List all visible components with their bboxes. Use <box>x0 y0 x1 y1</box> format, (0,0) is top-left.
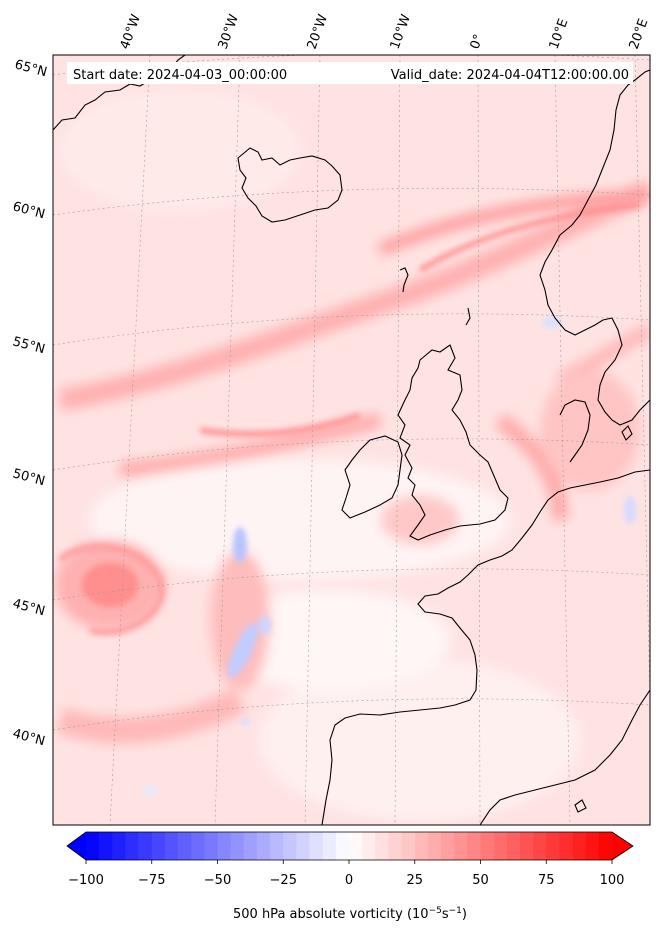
colorbar-label-main: 500 hPa absolute vorticity (10 <box>233 907 429 922</box>
colorbar-swatch <box>217 832 231 860</box>
lon-label: 0° <box>468 32 487 51</box>
colorbar-swatch <box>454 832 468 860</box>
lat-label: 65°N <box>13 57 49 80</box>
lat-label: 55°N <box>11 334 47 357</box>
colorbar-swatch <box>559 832 573 860</box>
colorbar-swatch <box>401 832 416 860</box>
lon-label: 20°W <box>305 12 331 51</box>
colorbar-swatch <box>572 832 586 860</box>
colorbar-ticks: −100 −75 −50 −25 0 25 50 75 100 <box>68 860 624 888</box>
lat-label: 50°N <box>11 466 47 489</box>
colorbar-tick-label: −100 <box>68 873 104 888</box>
colorbar-swatch <box>164 832 179 860</box>
colorbar-swatch <box>125 832 139 860</box>
colorbar-tick-label: 75 <box>538 873 555 888</box>
lat-label: 40°N <box>11 726 47 749</box>
colorbar-swatch <box>388 832 402 860</box>
colorbar-min-extend <box>67 832 86 860</box>
colorbar-swatch <box>86 832 100 860</box>
colorbar-swatches <box>86 832 613 860</box>
colorbar-swatch <box>243 832 258 860</box>
colorbar-tick-label: −50 <box>204 873 231 888</box>
colorbar-swatch <box>519 832 534 860</box>
colorbar-swatch <box>598 832 613 860</box>
header-box <box>67 62 633 84</box>
colorbar-swatch <box>362 832 376 860</box>
colorbar-swatch <box>533 832 547 860</box>
colorbar-swatch <box>441 832 455 860</box>
colorbar-tick-label: 25 <box>406 873 423 888</box>
colorbar-swatch <box>296 832 310 860</box>
colorbar-swatch <box>270 832 284 860</box>
colorbar-label-end: ) <box>462 907 467 922</box>
map-frame <box>52 54 651 826</box>
colorbar-swatch <box>493 832 508 860</box>
colorbar-swatch <box>138 832 153 860</box>
colorbar-swatch <box>256 832 271 860</box>
start-date-label: Start date: 2024-04-03_00:00:00 <box>73 68 287 83</box>
colorbar-tick-label: 50 <box>472 873 489 888</box>
colorbar-swatch <box>204 832 218 860</box>
valid-date-label: Valid_date: 2024-04-04T12:00:00.00 <box>391 68 629 83</box>
colorbar-swatch <box>349 832 363 860</box>
colorbar-swatch <box>585 832 600 860</box>
colorbar: −100 −75 −50 −25 0 25 50 75 100 500 hPa absolute… <box>66 831 634 922</box>
lon-label: 40°W <box>118 12 144 51</box>
colorbar-tick-label: 100 <box>600 873 625 888</box>
colorbar-tick-label: 0 <box>345 873 353 888</box>
colorbar-swatch <box>99 832 113 860</box>
colorbar-tick-label: −75 <box>138 873 165 888</box>
colorbar-swatch <box>467 832 481 860</box>
colorbar-swatch <box>322 832 337 860</box>
colorbar-swatch <box>151 832 166 860</box>
lat-label: 60°N <box>11 199 47 222</box>
colorbar-swatch <box>230 832 245 860</box>
longitude-labels: 40°W 30°W 20°W 10°W 0° 10°E 20°E <box>118 12 652 51</box>
latitude-labels: 65°N 60°N 55°N 50°N 45°N 40°N <box>11 57 49 749</box>
colorbar-swatch <box>309 832 323 860</box>
colorbar-swatch <box>335 832 350 860</box>
colorbar-swatch <box>414 832 429 860</box>
colorbar-max-extend <box>612 832 633 860</box>
colorbar-swatch <box>283 832 297 860</box>
lon-label: 30°W <box>216 12 242 51</box>
colorbar-swatch <box>191 832 205 860</box>
coastlines <box>53 55 650 825</box>
colorbar-label: 500 hPa absolute vorticity (10−5s−1) <box>233 906 467 922</box>
colorbar-swatch <box>506 832 521 860</box>
lon-label: 20°E <box>627 17 652 52</box>
colorbar-swatch <box>375 832 389 860</box>
colorbar-swatch <box>178 832 192 860</box>
graticule <box>53 55 650 825</box>
colorbar-swatch <box>112 832 126 860</box>
colorbar-label-exp1: −5 <box>429 906 442 916</box>
colorbar-tick-label: −25 <box>270 873 297 888</box>
colorbar-swatch <box>480 832 494 860</box>
vorticity-field <box>53 55 650 825</box>
colorbar-swatch <box>427 832 442 860</box>
lon-label: 10°W <box>388 12 414 51</box>
lat-label: 45°N <box>11 596 47 619</box>
colorbar-label-exp2: −1 <box>449 906 462 916</box>
colorbar-swatch <box>546 832 560 860</box>
colorbar-label-mid: s <box>442 907 449 922</box>
lon-label: 10°E <box>547 17 572 52</box>
